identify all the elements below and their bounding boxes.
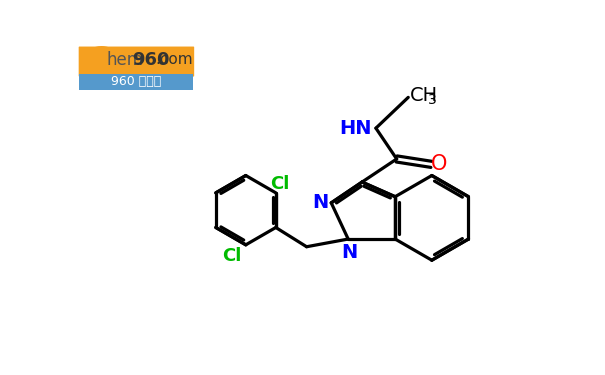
Text: N: N xyxy=(342,243,358,262)
Text: O: O xyxy=(431,154,447,174)
Text: CH: CH xyxy=(410,86,438,105)
Text: hem: hem xyxy=(106,51,143,69)
Bar xyxy=(79,74,194,90)
Text: Cl: Cl xyxy=(270,175,289,193)
Text: .com: .com xyxy=(155,52,192,67)
Text: 960 化工网: 960 化工网 xyxy=(111,75,162,88)
Text: N: N xyxy=(312,194,328,212)
Text: 3: 3 xyxy=(428,93,437,106)
Text: HN: HN xyxy=(339,118,371,138)
Text: Cl: Cl xyxy=(222,248,241,266)
FancyBboxPatch shape xyxy=(79,46,194,76)
Text: C: C xyxy=(82,44,111,78)
Text: 960: 960 xyxy=(132,51,169,69)
